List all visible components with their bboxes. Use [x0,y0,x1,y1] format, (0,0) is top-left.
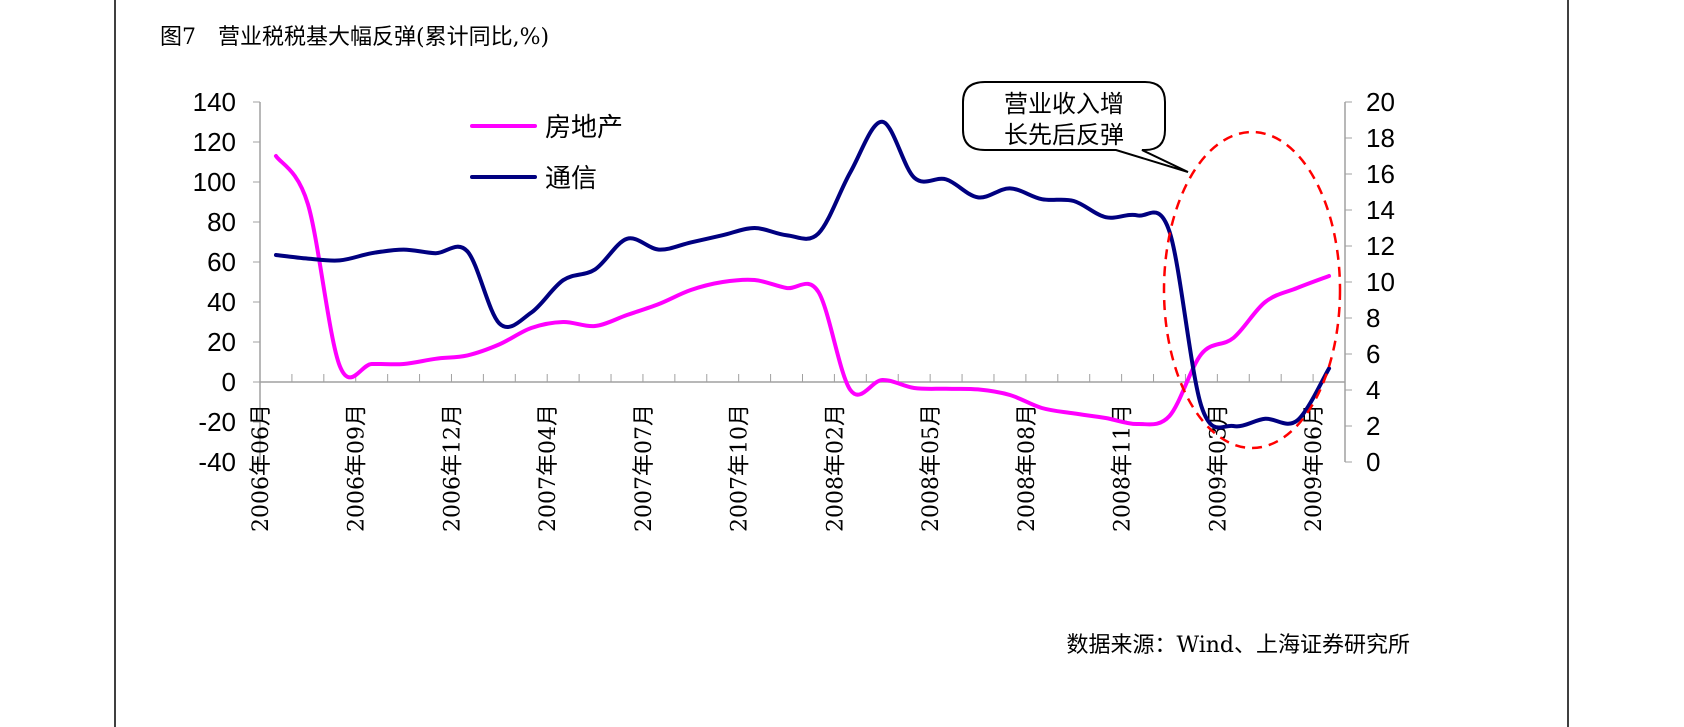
x-tick-label: 2008年02月 [823,404,848,532]
y2-tick-label: 12 [1366,231,1395,261]
y2-tick-label: 4 [1366,375,1380,405]
y2-tick-label: 6 [1366,339,1380,369]
y2-tick-label: 14 [1366,195,1395,225]
x-tick-label: 2009年06月 [1302,404,1327,532]
x-tick-label: 2006年06月 [249,404,274,532]
y2-tick-label: 8 [1366,303,1380,333]
y-tick-label: 40 [207,287,236,317]
callout-line-2: 长先后反弹 [1004,121,1124,149]
y-tick-label: -40 [198,447,236,477]
series-line-real-estate [273,154,1332,427]
y2-tick-label: 2 [1366,411,1380,441]
y2-tick-label: 16 [1366,159,1395,189]
y-tick-label: 100 [193,167,236,197]
x-tick-label: 2008年08月 [1015,404,1040,532]
legend: 房地产 通信 [470,113,623,194]
y-tick-label: 0 [222,367,236,397]
source-note: 数据来源：Wind、上海证券研究所 [1066,633,1410,658]
series-line-telecom [273,119,1332,430]
x-tick-label: 2007年07月 [632,404,657,532]
x-tick-label: 2007年04月 [536,404,561,532]
callout-line-1: 营业收入增 [1004,90,1124,118]
y-tick-label: 20 [207,327,236,357]
callout-bubble [962,81,1189,173]
x-tick-label: 2006年12月 [440,404,465,532]
callout-annotation: 营业收入增 长先后反弹 [962,81,1189,173]
x-tick-label: 2006年09月 [345,404,370,532]
y-tick-label: -20 [198,407,236,437]
y2-tick-label: 10 [1366,267,1395,297]
y2-tick-label: 18 [1366,123,1395,153]
x-tick-label: 2008年05月 [919,404,944,532]
axes: 140120100806040200-20-402018161412108642… [193,87,1395,532]
legend-label-real-estate: 房地产 [545,113,623,143]
highlight-ellipse [1162,130,1342,450]
y2-tick-label: 0 [1366,447,1380,477]
y-tick-label: 140 [193,87,236,117]
chart-title: 图7 营业税税基大幅反弹(累计同比,%) [160,25,549,50]
series-lines [273,119,1332,430]
y2-tick-label: 20 [1366,87,1395,117]
y-tick-label: 60 [207,247,236,277]
y-tick-label: 120 [193,127,236,157]
x-tick-label: 2007年10月 [728,404,753,532]
legend-label-telecom: 通信 [545,164,597,194]
y-tick-label: 80 [207,207,236,237]
